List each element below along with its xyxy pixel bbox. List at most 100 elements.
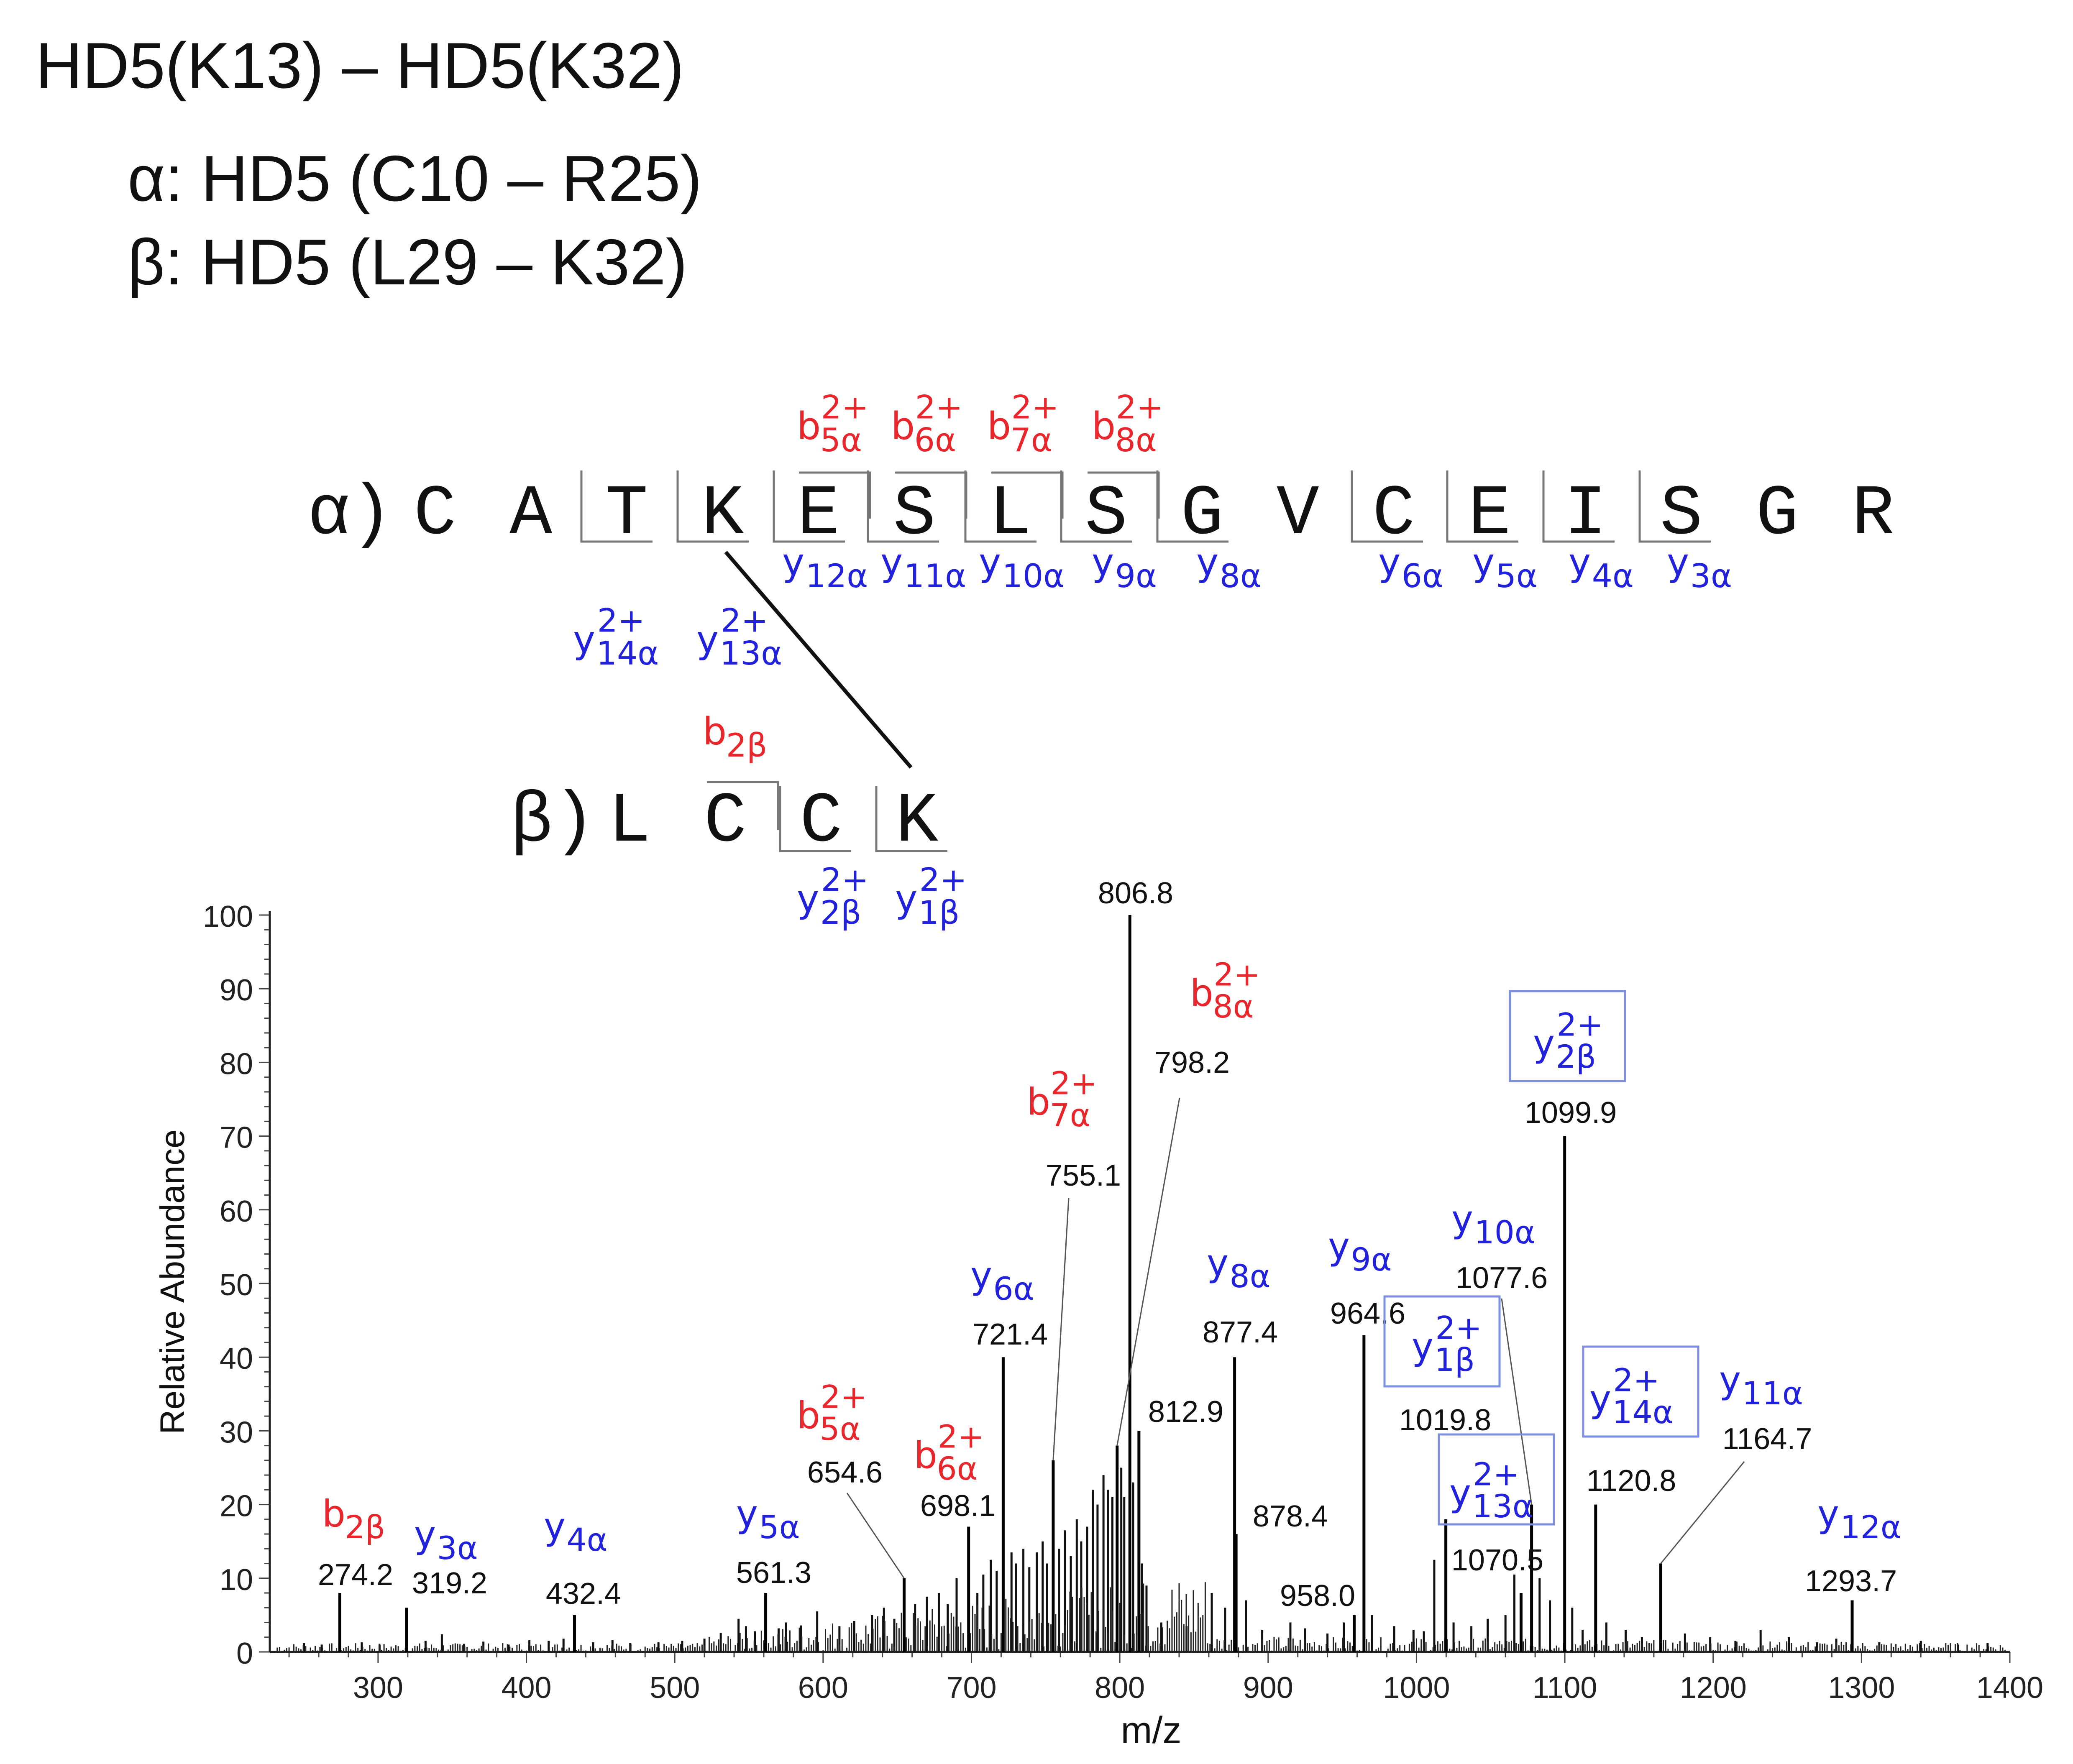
peak-ion-label-index: 10α: [1474, 1214, 1536, 1251]
beta-b-ion-index: 2β: [726, 727, 768, 764]
alpha-residue: T: [605, 474, 648, 555]
peak-ion-label-letter: y: [970, 1254, 992, 1297]
leader-line: [1501, 1298, 1533, 1505]
peak-ion-label-charge: 2+: [820, 1379, 867, 1416]
alpha-b-ion-index: 7α: [1011, 422, 1052, 459]
peak-ion-label-letter: y: [1817, 1492, 1839, 1535]
annotation-leader-lines: [846, 1097, 1745, 1579]
crosslink-y-ion-letter: y: [573, 618, 595, 662]
x-tick-label: 500: [650, 1671, 700, 1705]
peak-ion-label-letter: y: [1449, 1471, 1471, 1514]
y-tick-label: 100: [203, 900, 253, 933]
peak-ion-label: y 1β2+: [1412, 1310, 1482, 1379]
alpha-b-ion-index: 6α: [914, 422, 956, 459]
peak-ion-label: y 12α: [1817, 1492, 1902, 1546]
alpha-cleavage-brackets: [580, 470, 1711, 543]
peak-ion-label-letter: y: [1451, 1197, 1473, 1240]
peak-ion-label-letter: y: [414, 1513, 436, 1556]
y-cleavage-bracket: [875, 786, 947, 852]
x-tick-label: 800: [1095, 1671, 1145, 1705]
alpha-y-ion-index: 6α: [1402, 557, 1443, 595]
crosslink-ion-box: [1509, 990, 1626, 1082]
peak-ion-label-letter: b: [1027, 1080, 1050, 1123]
header: HD5(K13) – HD5(K32) α: HD5 (C10 – R25) β…: [36, 29, 702, 298]
leader-line: [846, 1493, 905, 1579]
alpha-b-ion-letter: b: [891, 404, 915, 448]
peak-ion-label-index: 11α: [1742, 1375, 1803, 1412]
cleavage-bracket: [1638, 470, 1711, 543]
peak-ion-label-index: 7α: [1050, 1097, 1091, 1134]
beta-prefix: β): [510, 782, 596, 862]
beta-y-ion-letter: y: [797, 877, 819, 921]
crosslink-ion-box: [1582, 1345, 1699, 1438]
alpha-y-ion-letter: y: [782, 540, 804, 584]
b-cleavage-bracket: [707, 781, 779, 830]
peak-mz-label: 964.6: [1330, 1297, 1405, 1330]
peak-ion-label: y 9α: [1328, 1225, 1392, 1278]
peak-ion-label-letter: y: [1719, 1358, 1741, 1401]
x-tick-label: 1400: [1976, 1671, 2043, 1705]
alpha-b-ion-charge: 2+: [821, 389, 869, 427]
peak-ion-label-letter: b: [914, 1434, 937, 1477]
peak-ion-label: y 3α: [414, 1513, 478, 1567]
peak-mz-label: 806.8: [1098, 877, 1173, 910]
cleavage-bracket: [580, 470, 653, 543]
alpha-y-ion: y 9α: [1092, 540, 1157, 595]
peak-mz-labels: 274.2 319.2 432.4 561.3 654.6 698.1 721.4 755.1…: [318, 877, 1897, 1613]
secondary-peaks: [276, 1467, 2006, 1652]
cleavage-bracket: [1542, 470, 1615, 543]
peak-ion-label-letter: y: [1328, 1225, 1350, 1268]
x-tick-label: 700: [946, 1671, 996, 1705]
alpha-y-ion: y 12α: [782, 540, 868, 595]
x-axis-ticks: 300 400 500 600 700 800 900 1000 1100 1200 1300 140…: [288, 1652, 2043, 1705]
peak-ion-label-letter: b: [1190, 971, 1213, 1015]
y-tick-label: 30: [220, 1416, 253, 1449]
crosslink-y-ion-charge: 2+: [721, 602, 768, 640]
peak-mz-label: 1019.8: [1399, 1404, 1491, 1437]
beta-peptide-line: β: HD5 (L29 – K32): [128, 226, 687, 298]
alpha-y-ion: y 5α: [1472, 540, 1538, 595]
peak-ion-label: y 2β2+: [1533, 1007, 1603, 1076]
alpha-y-ion: y 4α: [1569, 540, 1634, 595]
alpha-y-ion: y 6α: [1378, 540, 1443, 595]
cleavage-bracket: [1060, 470, 1132, 543]
alpha-b-ion-index: 5α: [820, 422, 862, 459]
peak-mz-label: 1120.8: [1587, 1464, 1676, 1498]
peak-mz-label: 878.4: [1253, 1500, 1328, 1533]
alpha-y-ion: y 10α: [979, 540, 1065, 595]
b-cleavage-bracket: [799, 471, 871, 519]
peak-ion-label-letter: b: [797, 1394, 820, 1437]
alpha-y-ion-letter: y: [1092, 540, 1114, 584]
spectrum-chart: 0 10 20 30 40 50 60 70 80 90 100 300 400 500 600 700 80…: [154, 877, 2043, 1751]
peak-mz-label: 877.4: [1203, 1316, 1278, 1349]
peak-ion-label-index: 6α: [993, 1271, 1034, 1307]
peak-mz-label: 698.1: [920, 1489, 996, 1523]
alpha-y-ion: y 8α: [1196, 540, 1262, 595]
y-tick-label: 80: [220, 1047, 253, 1081]
peak-ion-label-index: 5α: [820, 1411, 861, 1447]
peak-ion-label-charge: 2+: [1435, 1310, 1482, 1347]
beta-b-ion-labels: b2β: [703, 710, 767, 764]
peak-ion-label-charge: 2+: [937, 1419, 984, 1455]
alpha-y-ion-index: 11α: [904, 557, 967, 595]
alpha-b-ion-letter: b: [987, 404, 1011, 448]
peak-mz-label: 721.4: [973, 1318, 1048, 1351]
alpha-residue: G: [1756, 474, 1799, 555]
peak-ion-label: y 4α: [544, 1505, 608, 1558]
alpha-b-ion-charge: 2+: [915, 389, 963, 427]
peak-ion-label-charge: 2+: [1050, 1065, 1097, 1102]
peak-ion-label: y 5α: [736, 1492, 800, 1546]
peak-ion-label-index: 1β: [1435, 1342, 1475, 1378]
crosslink-y-ion-letter: y: [696, 618, 719, 662]
beta-residue: K: [896, 782, 938, 862]
